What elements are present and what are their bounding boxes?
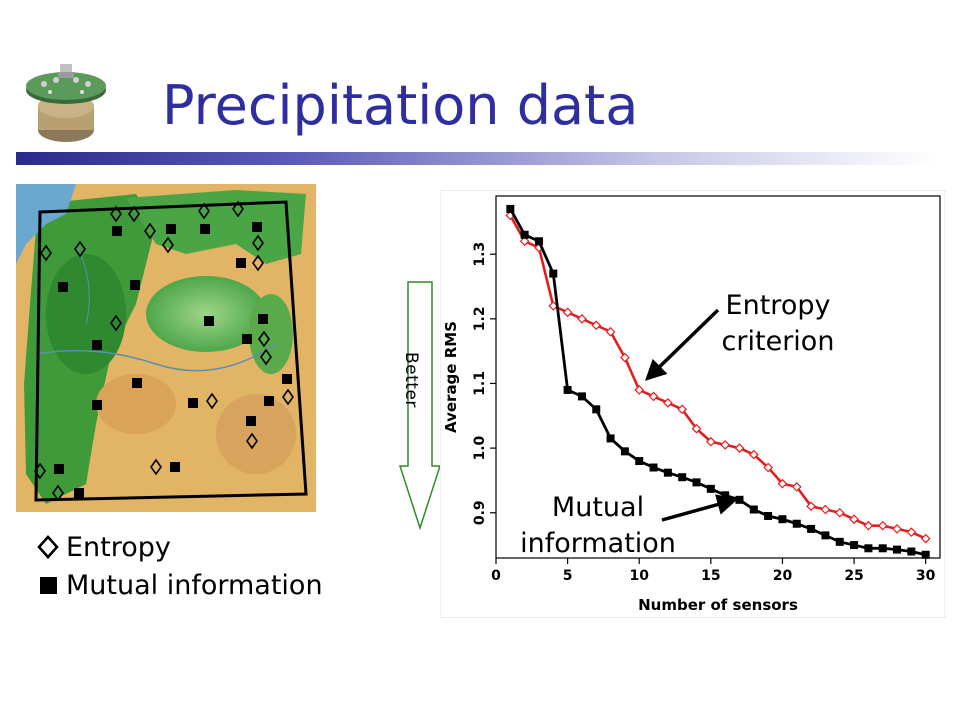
better-arrow: [398, 281, 442, 530]
entropy-point: [849, 514, 859, 525]
annotation-mutual: Mutual information: [508, 490, 688, 562]
annotation-entropy-line1: Entropy: [725, 290, 831, 321]
annotation-entropy: Entropy criterion: [708, 288, 848, 360]
mutual-point: [577, 392, 586, 401]
y-tick-label: 1.2: [472, 306, 488, 331]
entropy-point: [620, 352, 630, 363]
entropy-point: [791, 482, 802, 492]
entropy-point: [591, 320, 602, 331]
entropy-point: [634, 385, 645, 395]
x-tick-label: 20: [773, 568, 793, 584]
entropy-point: [605, 326, 616, 337]
entropy-point: [920, 533, 931, 544]
legend-mutual: Mutual information: [36, 566, 323, 604]
entropy-point: [892, 524, 902, 534]
x-tick-label: 10: [629, 568, 649, 584]
annotation-mutual-line2: information: [520, 528, 676, 559]
mutual-point: [907, 547, 916, 556]
entropy-point: [577, 313, 587, 324]
sensor-device-logo: [26, 64, 106, 142]
plot-frame: [495, 195, 941, 559]
x-axis-label: Number of sensors: [638, 596, 798, 614]
entropy-point: [834, 507, 845, 518]
mutual-point: [764, 511, 773, 520]
entropy-point: [663, 398, 673, 408]
y-axis-label: Average RMS: [442, 321, 460, 433]
x-tick-label: 5: [563, 568, 573, 584]
entropy-point: [734, 443, 745, 453]
y-tick-label: 1.3: [472, 242, 488, 267]
entropy-point: [763, 462, 773, 473]
mutual-point: [606, 434, 615, 443]
entropy-point: [648, 391, 659, 402]
mutual-point: [563, 385, 572, 394]
x-tick-label: 15: [701, 568, 720, 584]
mutual-point: [506, 204, 515, 213]
mutual-point: [807, 524, 816, 533]
mutual-point: [864, 544, 873, 553]
annotation-entropy-line2: criterion: [721, 326, 835, 357]
mutual-point: [921, 550, 930, 559]
entropy-point: [519, 236, 530, 247]
entropy-point: [863, 520, 874, 531]
mutual-point: [663, 468, 672, 477]
entropy-point: [906, 527, 917, 537]
mutual-point: [635, 457, 644, 466]
mutual-point: [549, 269, 558, 278]
mutual-point: [706, 484, 715, 493]
chart-ticks: 0 5 10 15 20 25 30 0.9 1.0 1.1 1.2 1.3: [472, 242, 936, 584]
map-entropy-markers: [34, 200, 294, 502]
chart-series: [505, 204, 931, 559]
entropy-point: [748, 449, 759, 460]
mutual-point: [592, 405, 601, 414]
better-label: Better: [401, 352, 421, 408]
entropy-point: [777, 478, 788, 489]
x-tick-label: 30: [916, 568, 936, 584]
mutual-point: [620, 447, 629, 456]
entropy-point: [562, 307, 573, 318]
x-tick-label: 25: [844, 568, 863, 584]
entropy-point: [677, 404, 688, 415]
x-tick-label: 0: [491, 568, 501, 584]
mutual-point: [735, 495, 744, 504]
legend-mutual-label: Mutual information: [66, 569, 323, 601]
y-tick-label: 0.9: [472, 500, 488, 525]
entropy-point: [877, 520, 888, 531]
mutual-point: [678, 473, 687, 482]
page-title: Precipitation data: [162, 74, 639, 137]
mutual-point: [649, 463, 658, 472]
mutual-point: [835, 537, 844, 546]
annotation-mutual-line1: Mutual: [551, 492, 645, 523]
terrain-map: [16, 184, 316, 512]
map-legend: Entropy Mutual information: [36, 528, 323, 604]
mutual-point: [749, 505, 758, 514]
mutual-point: [878, 544, 887, 553]
mutual-point: [721, 491, 730, 500]
map-mutual-markers: [54, 222, 292, 498]
y-tick-label: 1.1: [472, 371, 488, 396]
square-icon: [40, 577, 57, 594]
mutual-point: [778, 515, 787, 524]
entropy-point: [820, 504, 831, 515]
mutual-point: [792, 519, 801, 528]
diamond-icon: [37, 535, 59, 559]
mutual-point: [520, 230, 529, 239]
mutual-point: [821, 531, 830, 540]
mutual-point: [893, 545, 902, 554]
entropy-point: [720, 440, 731, 450]
mutual-point: [850, 541, 859, 550]
title-rule: [16, 152, 936, 165]
mutual-point: [534, 237, 543, 246]
legend-entropy-label: Entropy: [66, 531, 171, 563]
y-tick-label: 1.0: [472, 435, 488, 460]
entropy-point: [691, 423, 702, 434]
mutual-point: [692, 478, 701, 487]
rms-chart: 0 5 10 15 20 25 30 0.9 1.0 1.1 1.2 1.3 Number of se…: [440, 190, 945, 618]
entropy-point: [705, 436, 716, 447]
legend-entropy: Entropy: [36, 528, 323, 566]
entropy-point: [806, 501, 816, 512]
